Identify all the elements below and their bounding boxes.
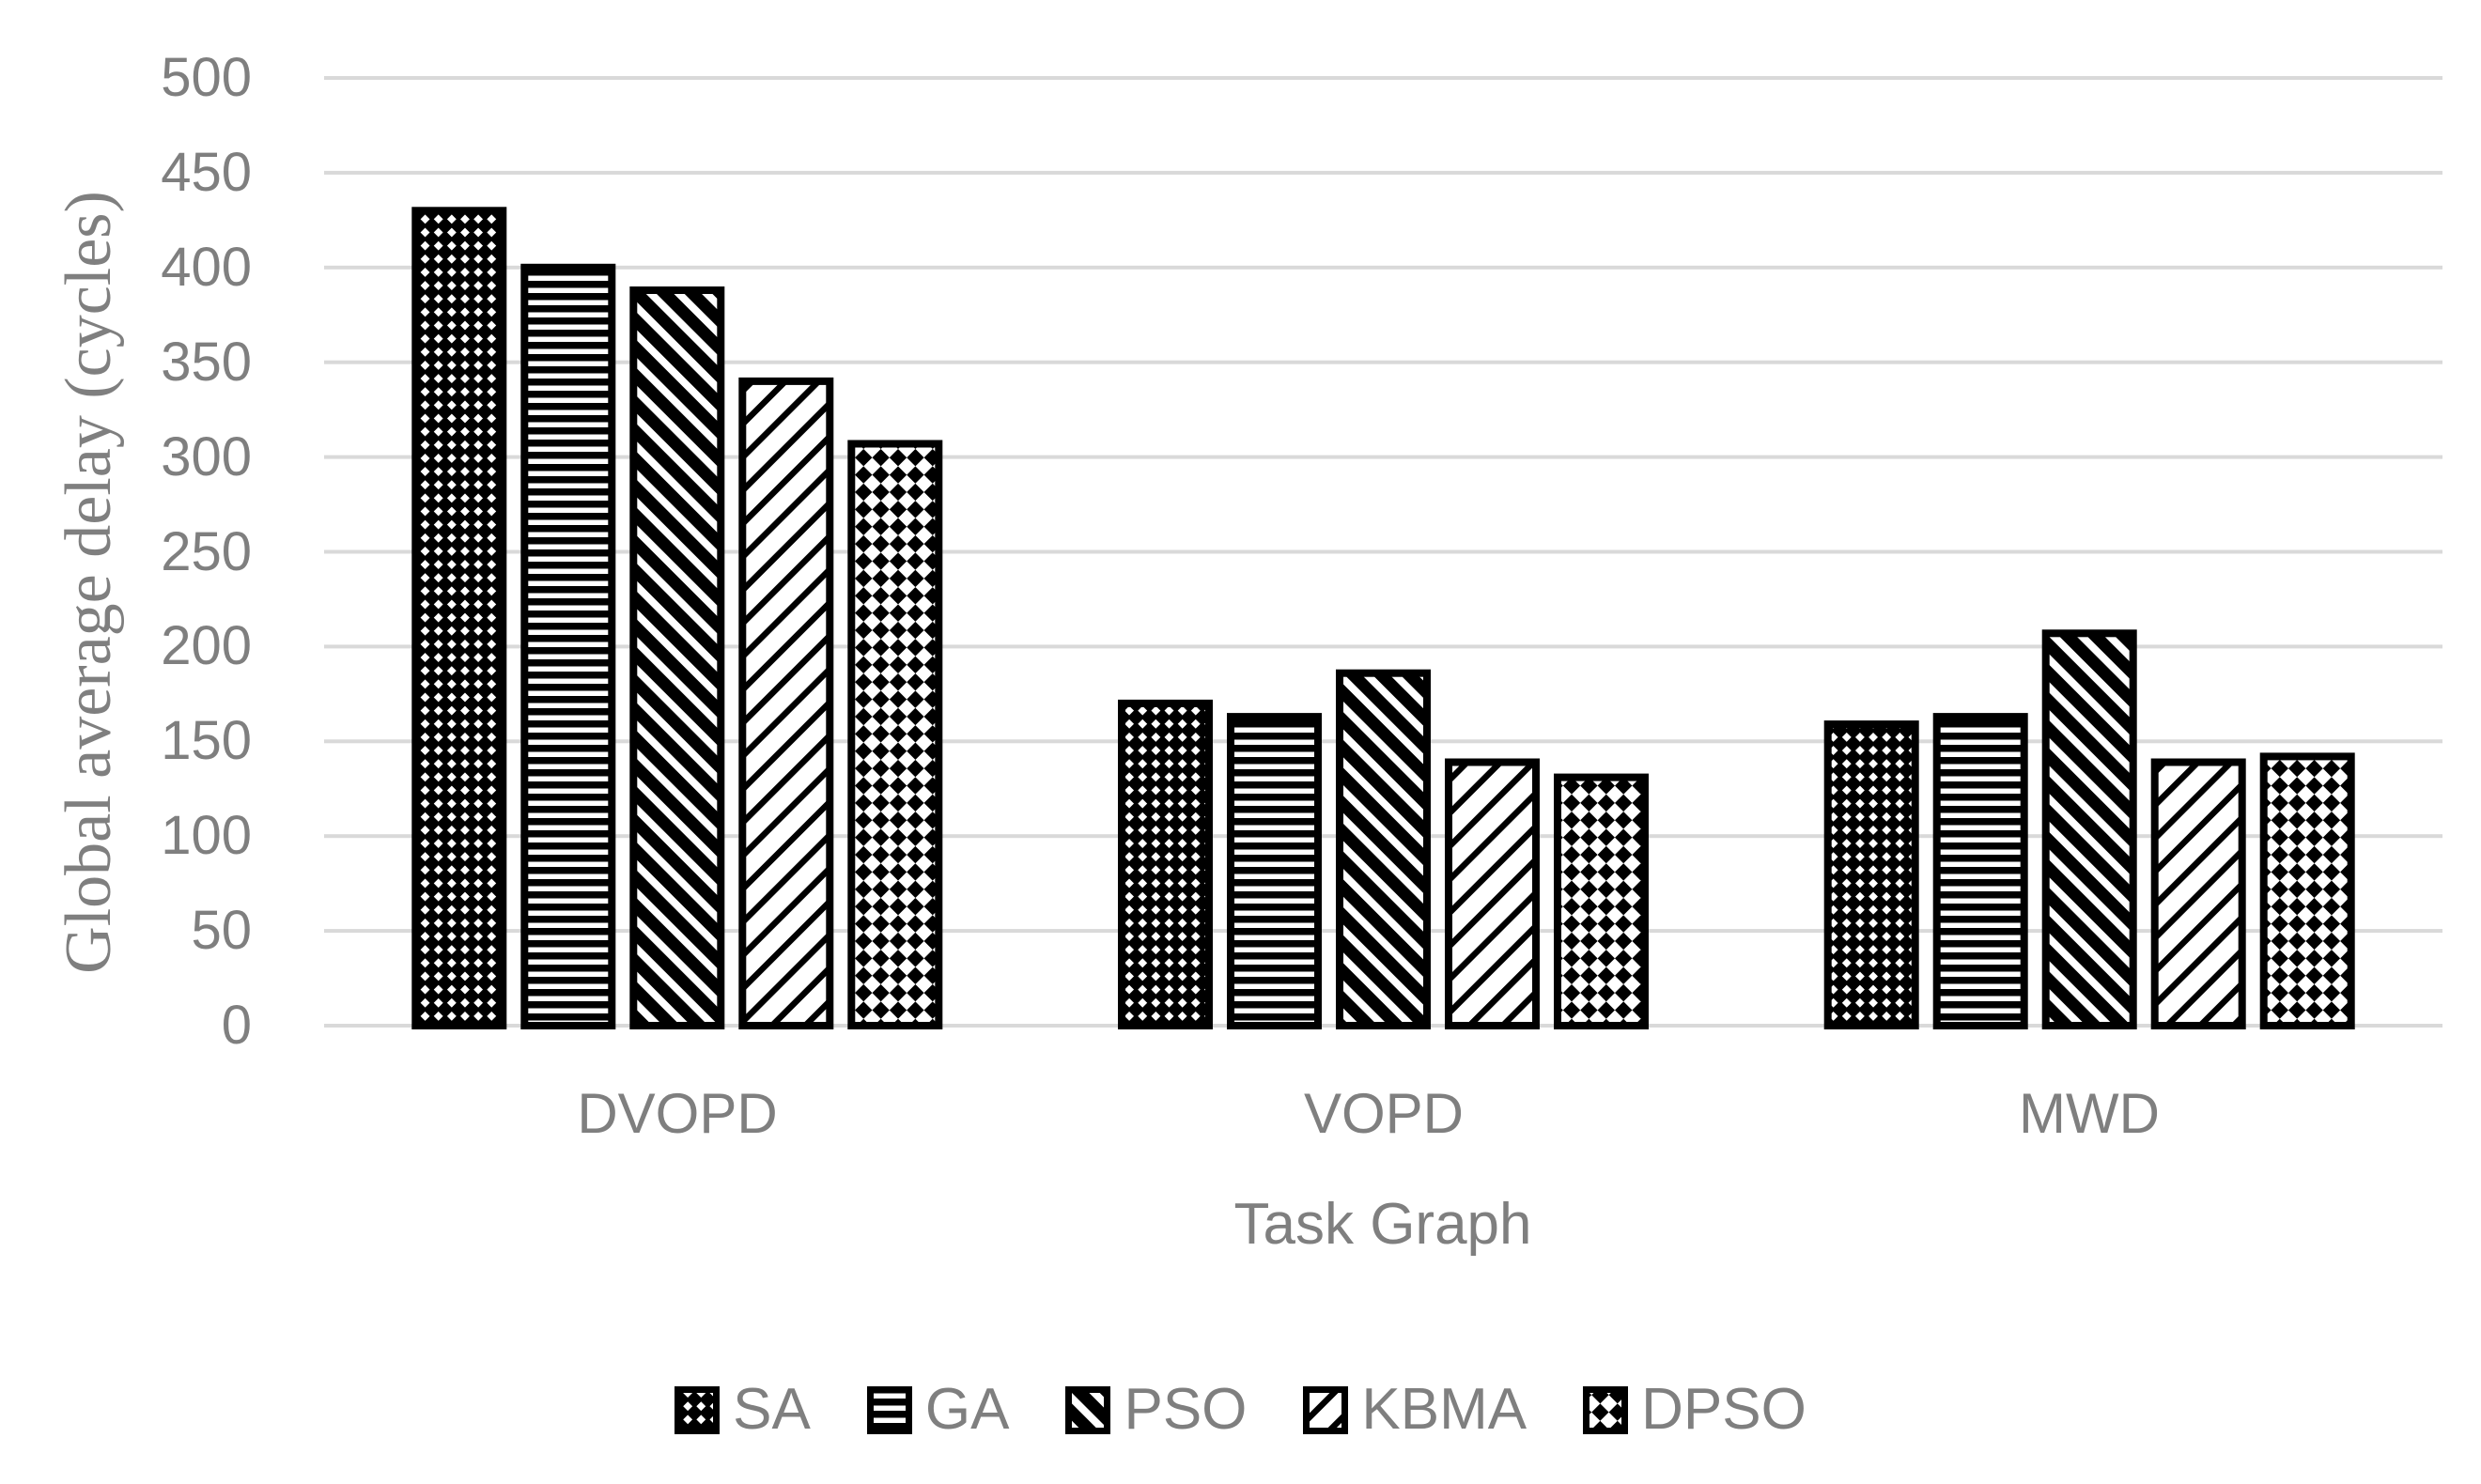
bar-VOPD-SA bbox=[1118, 699, 1213, 1030]
legend-entry-DPSO: DPSO bbox=[1583, 1379, 1806, 1441]
y-tick-label: 200 bbox=[161, 615, 252, 676]
bar-VOPD-KBMA bbox=[1445, 758, 1540, 1029]
y-tick-label: 100 bbox=[161, 805, 252, 866]
y-tick-label: 450 bbox=[161, 142, 252, 203]
x-axis-title: Task Graph bbox=[1233, 1192, 1532, 1257]
bar-VOPD-PSO bbox=[1336, 669, 1431, 1029]
legend-swatch-ga-pattern-icon bbox=[866, 1385, 912, 1434]
legend-label: KBMA bbox=[1361, 1377, 1527, 1442]
legend-swatch-kbma-pattern-icon bbox=[1303, 1385, 1349, 1434]
legend-entry-GA: GA bbox=[866, 1377, 1010, 1442]
legend-label: PSO bbox=[1124, 1377, 1248, 1442]
bar-MWD-DPSO bbox=[2259, 752, 2355, 1030]
legend-label: SA bbox=[733, 1377, 811, 1442]
category-label-MWD: MWD bbox=[2019, 1082, 2160, 1145]
legend-swatch-pso-pattern-icon bbox=[1065, 1385, 1111, 1434]
gridline bbox=[324, 455, 2442, 459]
y-tick-label: 250 bbox=[161, 521, 252, 582]
legend-entry-PSO: PSO bbox=[1065, 1379, 1247, 1441]
bar-DVOPD-KBMA bbox=[738, 377, 834, 1029]
y-tick-label: 400 bbox=[161, 237, 252, 298]
y-tick-label: 300 bbox=[161, 426, 252, 487]
legend-label: GA bbox=[924, 1377, 1010, 1442]
y-tick-label: 50 bbox=[191, 900, 252, 961]
gridline bbox=[324, 76, 2442, 80]
bar-MWD-GA bbox=[1932, 713, 2028, 1029]
bar-VOPD-GA bbox=[1227, 713, 1322, 1029]
y-axis-title: Global average delay (cycles) bbox=[53, 191, 125, 974]
y-tick-label: 350 bbox=[161, 332, 252, 393]
legend-entry-SA: SA bbox=[675, 1379, 811, 1441]
gridline bbox=[324, 360, 2442, 364]
bar-VOPD-DPSO bbox=[1554, 773, 1649, 1029]
legend-swatch-dpso-pattern-icon bbox=[1583, 1385, 1629, 1434]
bar-DVOPD-GA bbox=[520, 263, 616, 1029]
bars bbox=[411, 207, 2355, 1030]
gridline bbox=[324, 170, 2442, 175]
bar-MWD-KBMA bbox=[2150, 758, 2246, 1029]
y-tick-label: 150 bbox=[161, 710, 252, 771]
gridline bbox=[324, 265, 2442, 270]
category-label-VOPD: VOPD bbox=[1303, 1082, 1465, 1145]
legend-swatch-sa-pattern-icon bbox=[675, 1385, 721, 1434]
legend-entry-KBMA: KBMA bbox=[1303, 1379, 1527, 1441]
y-tick-label: 500 bbox=[161, 47, 252, 108]
bar-DVOPD-PSO bbox=[629, 286, 725, 1029]
bar-DVOPD-SA bbox=[411, 207, 507, 1030]
bar-MWD-SA bbox=[1823, 720, 1919, 1029]
category-label-DVOPD: DVOPD bbox=[577, 1082, 778, 1145]
gridline bbox=[324, 644, 2442, 649]
gridline bbox=[324, 549, 2442, 554]
legend-label: DPSO bbox=[1641, 1377, 1806, 1442]
y-tick-label: 0 bbox=[221, 995, 252, 1056]
legend: SA GA PSO KBMA DPSO bbox=[0, 1379, 2481, 1441]
bar-MWD-PSO bbox=[2041, 629, 2137, 1029]
bar-DVOPD-DPSO bbox=[847, 440, 943, 1029]
